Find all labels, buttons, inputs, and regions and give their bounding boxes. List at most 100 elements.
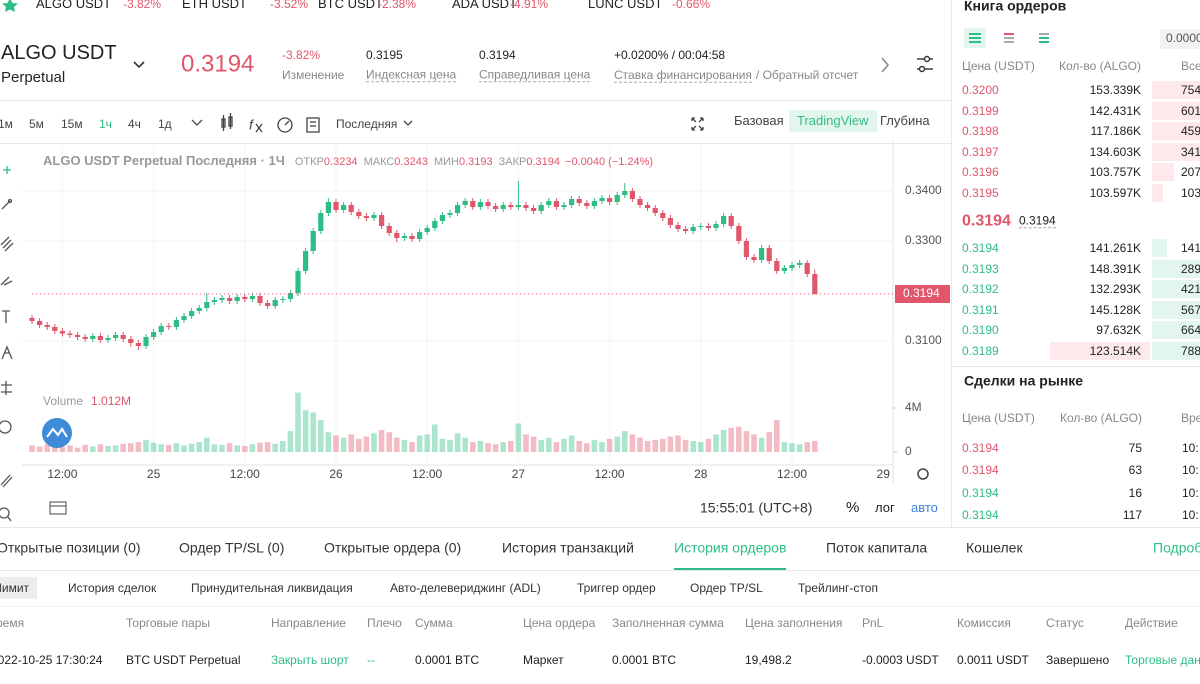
legend-label: ЗАКР (499, 156, 527, 168)
interval-button[interactable]: 1д (158, 116, 172, 131)
bid-price[interactable]: 0.3194 (962, 240, 999, 255)
ticker-pair[interactable]: ADA USDT (452, 0, 518, 12)
table-cell[interactable]: Торговые данные (1125, 652, 1200, 667)
candle-body (196, 308, 202, 311)
precision[interactable]: 0.0000 (1166, 30, 1200, 45)
candle-body (105, 338, 111, 340)
candle-body (181, 316, 187, 320)
pair-name: ALGO USDT (1, 42, 117, 64)
volume-bar (188, 443, 195, 452)
ticker-pair[interactable]: BTC USDT (318, 0, 383, 12)
bid-price[interactable]: 0.3189 (962, 343, 999, 358)
bid-qty: 148.391K (1089, 261, 1141, 276)
volume-bar (508, 441, 514, 452)
price-source[interactable]: Последняя (336, 116, 398, 131)
bid-qty: 141.261K (1089, 240, 1141, 255)
ticker-pair[interactable]: ALGO USDT (36, 0, 112, 12)
sub-tab[interactable]: Лимит (0, 576, 38, 600)
ticker-pair[interactable]: ETH USDT (182, 0, 247, 12)
candle-body (29, 318, 35, 321)
candle-body (363, 216, 369, 218)
interval-button[interactable]: 1м (0, 116, 13, 131)
table-cell: -0.0003 USDT (862, 652, 939, 667)
table-header: Цена заполнения (745, 615, 843, 630)
tab[interactable]: Открытые позиции (0) (0, 539, 141, 556)
bid-price[interactable]: 0.3190 (962, 323, 999, 338)
candle-body (736, 226, 742, 241)
candle-body (470, 201, 476, 207)
volume-bar (523, 434, 529, 452)
sub-tab[interactable]: Принудительная ликвидация (191, 580, 353, 595)
candle-body (249, 296, 255, 299)
volume-bar (500, 442, 506, 452)
volume-bar (264, 442, 271, 452)
view-button[interactable]: Базовая (734, 113, 784, 129)
candle-body (356, 212, 362, 216)
bid-qty: 97.632K (1096, 323, 1141, 338)
ticker-change: -3.52% (270, 0, 309, 11)
candle-body (721, 216, 727, 224)
percent-toggle[interactable]: % (846, 499, 860, 516)
legend-change: −0.0040 (−1.24%) (565, 156, 653, 168)
ask-price[interactable]: 0.3199 (962, 103, 999, 118)
interval-button[interactable]: 1ч (99, 116, 112, 131)
candle-body (812, 274, 818, 294)
sub-tab[interactable]: Ордер TP/SL (690, 580, 763, 595)
volume-bar (36, 446, 43, 452)
bid-price[interactable]: 0.3191 (962, 302, 999, 317)
chart-tools[interactable]: f (221, 113, 704, 133)
ask-price[interactable]: 0.3196 (962, 165, 999, 180)
volume-bar (59, 447, 66, 452)
view-button[interactable]: Глубина (880, 113, 930, 129)
sub-tab[interactable]: История сделок (68, 580, 157, 595)
volume-bar (789, 443, 795, 452)
ask-qty: 142.431K (1089, 103, 1141, 118)
sub-tab[interactable]: Трейлинг-стоп (798, 580, 878, 595)
settings-icon[interactable] (917, 55, 933, 73)
interval-button[interactable]: 5м (29, 116, 44, 131)
ask-price[interactable]: 0.3195 (962, 185, 999, 200)
ask-price[interactable]: 0.3197 (962, 144, 999, 159)
candle-body (257, 296, 263, 303)
ask-price[interactable]: 0.3200 (962, 82, 999, 97)
tab[interactable]: Ордер TP/SL (0) (179, 539, 285, 556)
legend-value: 0.3234 (324, 156, 358, 168)
tab[interactable]: Открытые ордера (0) (324, 539, 462, 556)
volume-bar (584, 443, 590, 452)
auto-toggle[interactable]: авто (911, 500, 938, 516)
interval-button[interactable]: 4ч (128, 116, 141, 131)
scroll-right[interactable] (881, 57, 889, 73)
log-toggle[interactable]: лог (875, 500, 895, 516)
sub-tab[interactable]: Триггер ордер (577, 580, 656, 595)
tab[interactable]: Кошелек (966, 539, 1023, 556)
interval-button[interactable]: 15м (61, 116, 83, 131)
volume-bar (401, 439, 408, 452)
volume-bar (173, 443, 180, 452)
sub-tab[interactable]: Авто-делевериджинг (ADL) (390, 580, 541, 595)
bid-price[interactable]: 0.3192 (962, 281, 999, 296)
interval-chevron[interactable] (191, 119, 203, 126)
tab[interactable]: Поток капитала (826, 539, 928, 556)
view-button[interactable]: TradingView (789, 110, 877, 132)
ticker-pair[interactable]: LUNC USDT (588, 0, 663, 12)
volume-bar (591, 439, 598, 452)
table-cell: 0.0001 BTC (415, 652, 480, 667)
favorite-star[interactable] (2, 0, 18, 12)
tab[interactable]: История транзакций (502, 539, 634, 556)
book-view-icons[interactable] (964, 28, 1049, 48)
mark-price: 0.3194 (1019, 213, 1056, 229)
volume-bar (196, 442, 202, 452)
more-link[interactable]: Подробнее (1153, 539, 1200, 556)
candle-body (348, 205, 354, 212)
pair-chevron[interactable] (133, 61, 145, 69)
timezone-icon (49, 501, 67, 515)
precision-box[interactable] (1160, 29, 1200, 49)
candle-body (789, 265, 795, 268)
candle-body (485, 202, 491, 206)
candle-body (409, 236, 415, 239)
legend-value: 0.3243 (394, 156, 428, 168)
bid-price[interactable]: 0.3193 (962, 261, 999, 276)
tab[interactable]: История ордеров (674, 539, 787, 556)
ask-price[interactable]: 0.3198 (962, 123, 999, 138)
divider (0, 143, 951, 144)
